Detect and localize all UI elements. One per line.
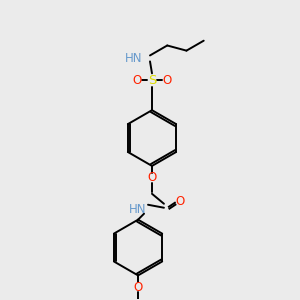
Text: O: O	[147, 171, 157, 184]
Text: S: S	[148, 74, 156, 87]
Text: O: O	[134, 281, 143, 294]
Text: O: O	[162, 74, 172, 87]
Text: O: O	[132, 74, 142, 87]
Text: HN: HN	[124, 52, 142, 65]
Text: O: O	[175, 195, 184, 208]
Text: HN: HN	[128, 203, 146, 216]
